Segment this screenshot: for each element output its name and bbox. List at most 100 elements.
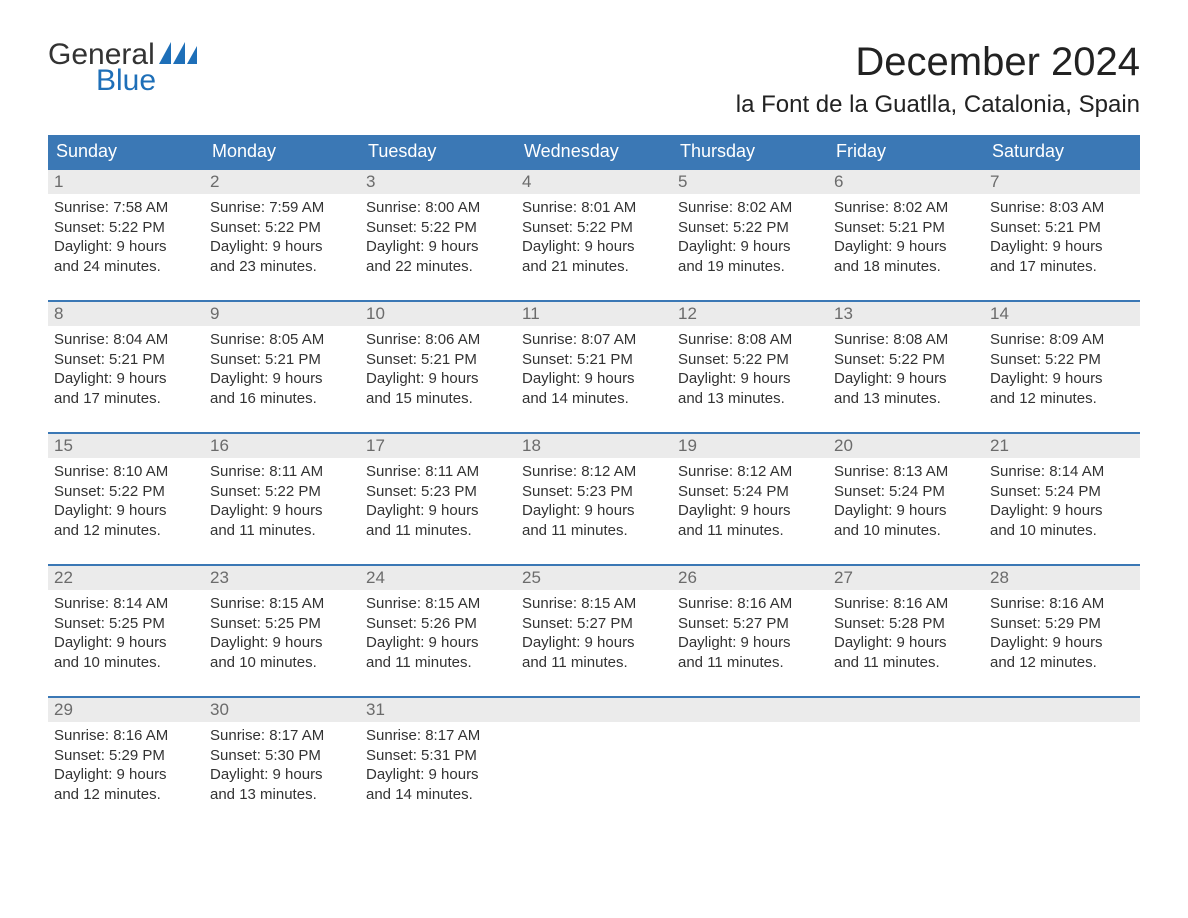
day-number: 15 <box>48 434 204 458</box>
day-cell: 12Sunrise: 8:08 AMSunset: 5:22 PMDayligh… <box>672 302 828 414</box>
day-daylight2: and 10 minutes. <box>834 521 978 541</box>
day-daylight2: and 12 minutes. <box>990 389 1134 409</box>
day-body: Sunrise: 7:58 AMSunset: 5:22 PMDaylight:… <box>48 194 204 282</box>
day-sunrise: Sunrise: 8:16 AM <box>54 726 198 746</box>
day-daylight1: Daylight: 9 hours <box>522 369 666 389</box>
day-daylight1: Daylight: 9 hours <box>210 765 354 785</box>
day-sunrise: Sunrise: 7:58 AM <box>54 198 198 218</box>
day-sunset: Sunset: 5:22 PM <box>678 218 822 238</box>
day-body: Sunrise: 8:06 AMSunset: 5:21 PMDaylight:… <box>360 326 516 414</box>
day-daylight1: Daylight: 9 hours <box>990 633 1134 653</box>
day-sunset: Sunset: 5:31 PM <box>366 746 510 766</box>
day-daylight2: and 15 minutes. <box>366 389 510 409</box>
day-cell <box>984 698 1140 810</box>
dow-cell: Sunday <box>48 135 204 168</box>
day-cell <box>672 698 828 810</box>
day-sunrise: Sunrise: 8:17 AM <box>210 726 354 746</box>
day-number: 24 <box>360 566 516 590</box>
day-number: 16 <box>204 434 360 458</box>
day-sunset: Sunset: 5:21 PM <box>834 218 978 238</box>
day-sunset: Sunset: 5:24 PM <box>834 482 978 502</box>
day-sunset: Sunset: 5:21 PM <box>54 350 198 370</box>
day-cell: 29Sunrise: 8:16 AMSunset: 5:29 PMDayligh… <box>48 698 204 810</box>
day-body: Sunrise: 8:16 AMSunset: 5:29 PMDaylight:… <box>984 590 1140 678</box>
day-cell: 22Sunrise: 8:14 AMSunset: 5:25 PMDayligh… <box>48 566 204 678</box>
day-cell: 26Sunrise: 8:16 AMSunset: 5:27 PMDayligh… <box>672 566 828 678</box>
day-sunset: Sunset: 5:30 PM <box>210 746 354 766</box>
day-daylight1: Daylight: 9 hours <box>678 633 822 653</box>
day-cell: 25Sunrise: 8:15 AMSunset: 5:27 PMDayligh… <box>516 566 672 678</box>
day-daylight1: Daylight: 9 hours <box>366 237 510 257</box>
day-daylight2: and 11 minutes. <box>522 653 666 673</box>
day-sunset: Sunset: 5:22 PM <box>678 350 822 370</box>
day-sunset: Sunset: 5:27 PM <box>678 614 822 634</box>
day-number: 4 <box>516 170 672 194</box>
day-sunset: Sunset: 5:22 PM <box>990 350 1134 370</box>
day-cell: 7Sunrise: 8:03 AMSunset: 5:21 PMDaylight… <box>984 170 1140 282</box>
day-daylight2: and 11 minutes. <box>210 521 354 541</box>
day-sunset: Sunset: 5:22 PM <box>366 218 510 238</box>
day-cell: 30Sunrise: 8:17 AMSunset: 5:30 PMDayligh… <box>204 698 360 810</box>
day-number: 10 <box>360 302 516 326</box>
day-body: Sunrise: 8:05 AMSunset: 5:21 PMDaylight:… <box>204 326 360 414</box>
day-daylight1: Daylight: 9 hours <box>54 369 198 389</box>
day-body: Sunrise: 8:08 AMSunset: 5:22 PMDaylight:… <box>828 326 984 414</box>
day-cell: 28Sunrise: 8:16 AMSunset: 5:29 PMDayligh… <box>984 566 1140 678</box>
day-sunrise: Sunrise: 8:10 AM <box>54 462 198 482</box>
day-number: 13 <box>828 302 984 326</box>
day-sunrise: Sunrise: 8:14 AM <box>990 462 1134 482</box>
day-daylight2: and 17 minutes. <box>54 389 198 409</box>
day-cell: 3Sunrise: 8:00 AMSunset: 5:22 PMDaylight… <box>360 170 516 282</box>
day-daylight2: and 12 minutes. <box>54 785 198 805</box>
day-body: Sunrise: 8:12 AMSunset: 5:23 PMDaylight:… <box>516 458 672 546</box>
day-daylight2: and 10 minutes. <box>210 653 354 673</box>
day-sunset: Sunset: 5:21 PM <box>366 350 510 370</box>
day-daylight1: Daylight: 9 hours <box>54 501 198 521</box>
day-daylight1: Daylight: 9 hours <box>678 369 822 389</box>
day-number: 22 <box>48 566 204 590</box>
day-sunrise: Sunrise: 8:17 AM <box>366 726 510 746</box>
day-sunset: Sunset: 5:24 PM <box>990 482 1134 502</box>
day-body: Sunrise: 8:03 AMSunset: 5:21 PMDaylight:… <box>984 194 1140 282</box>
day-body: Sunrise: 8:12 AMSunset: 5:24 PMDaylight:… <box>672 458 828 546</box>
day-daylight2: and 11 minutes. <box>834 653 978 673</box>
day-daylight2: and 22 minutes. <box>366 257 510 277</box>
day-number-empty <box>828 698 984 722</box>
day-number: 5 <box>672 170 828 194</box>
day-cell: 13Sunrise: 8:08 AMSunset: 5:22 PMDayligh… <box>828 302 984 414</box>
day-number: 21 <box>984 434 1140 458</box>
day-body: Sunrise: 8:09 AMSunset: 5:22 PMDaylight:… <box>984 326 1140 414</box>
day-cell: 14Sunrise: 8:09 AMSunset: 5:22 PMDayligh… <box>984 302 1140 414</box>
day-body: Sunrise: 8:15 AMSunset: 5:25 PMDaylight:… <box>204 590 360 678</box>
day-cell: 4Sunrise: 8:01 AMSunset: 5:22 PMDaylight… <box>516 170 672 282</box>
day-cell: 11Sunrise: 8:07 AMSunset: 5:21 PMDayligh… <box>516 302 672 414</box>
day-sunrise: Sunrise: 8:13 AM <box>834 462 978 482</box>
day-sunrise: Sunrise: 8:03 AM <box>990 198 1134 218</box>
day-cell: 1Sunrise: 7:58 AMSunset: 5:22 PMDaylight… <box>48 170 204 282</box>
week-row: 15 Sunrise: 8:10 AM Sunset: 5:22 PM Dayligh… <box>48 432 1140 546</box>
day-cell: 19Sunrise: 8:12 AMSunset: 5:24 PMDayligh… <box>672 434 828 546</box>
dow-cell: Monday <box>204 135 360 168</box>
day-sunset: Sunset: 5:29 PM <box>990 614 1134 634</box>
day-sunset: Sunset: 5:22 PM <box>210 482 354 502</box>
day-body: Sunrise: 8:14 AMSunset: 5:24 PMDaylight:… <box>984 458 1140 546</box>
day-sunset: Sunset: 5:22 PM <box>522 218 666 238</box>
day-daylight2: and 11 minutes. <box>522 521 666 541</box>
day-number: 1 <box>48 170 204 194</box>
day-cell: 21Sunrise: 8:14 AMSunset: 5:24 PMDayligh… <box>984 434 1140 546</box>
day-daylight1: Daylight: 9 hours <box>366 501 510 521</box>
day-sunset: Sunset: 5:28 PM <box>834 614 978 634</box>
day-sunrise: Sunrise: 8:15 AM <box>366 594 510 614</box>
day-number-empty <box>672 698 828 722</box>
day-sunrise: Sunrise: 8:16 AM <box>834 594 978 614</box>
day-sunrise: Sunrise: 8:05 AM <box>210 330 354 350</box>
day-number: 14 <box>984 302 1140 326</box>
day-number: 26 <box>672 566 828 590</box>
day-cell: 31Sunrise: 8:17 AMSunset: 5:31 PMDayligh… <box>360 698 516 810</box>
day-daylight1: Daylight: 9 hours <box>210 237 354 257</box>
day-cell: 2Sunrise: 7:59 AMSunset: 5:22 PMDaylight… <box>204 170 360 282</box>
day-daylight2: and 11 minutes. <box>366 521 510 541</box>
day-body: Sunrise: 8:07 AMSunset: 5:21 PMDaylight:… <box>516 326 672 414</box>
day-body: Sunrise: 8:16 AMSunset: 5:27 PMDaylight:… <box>672 590 828 678</box>
day-sunrise: Sunrise: 8:08 AM <box>834 330 978 350</box>
